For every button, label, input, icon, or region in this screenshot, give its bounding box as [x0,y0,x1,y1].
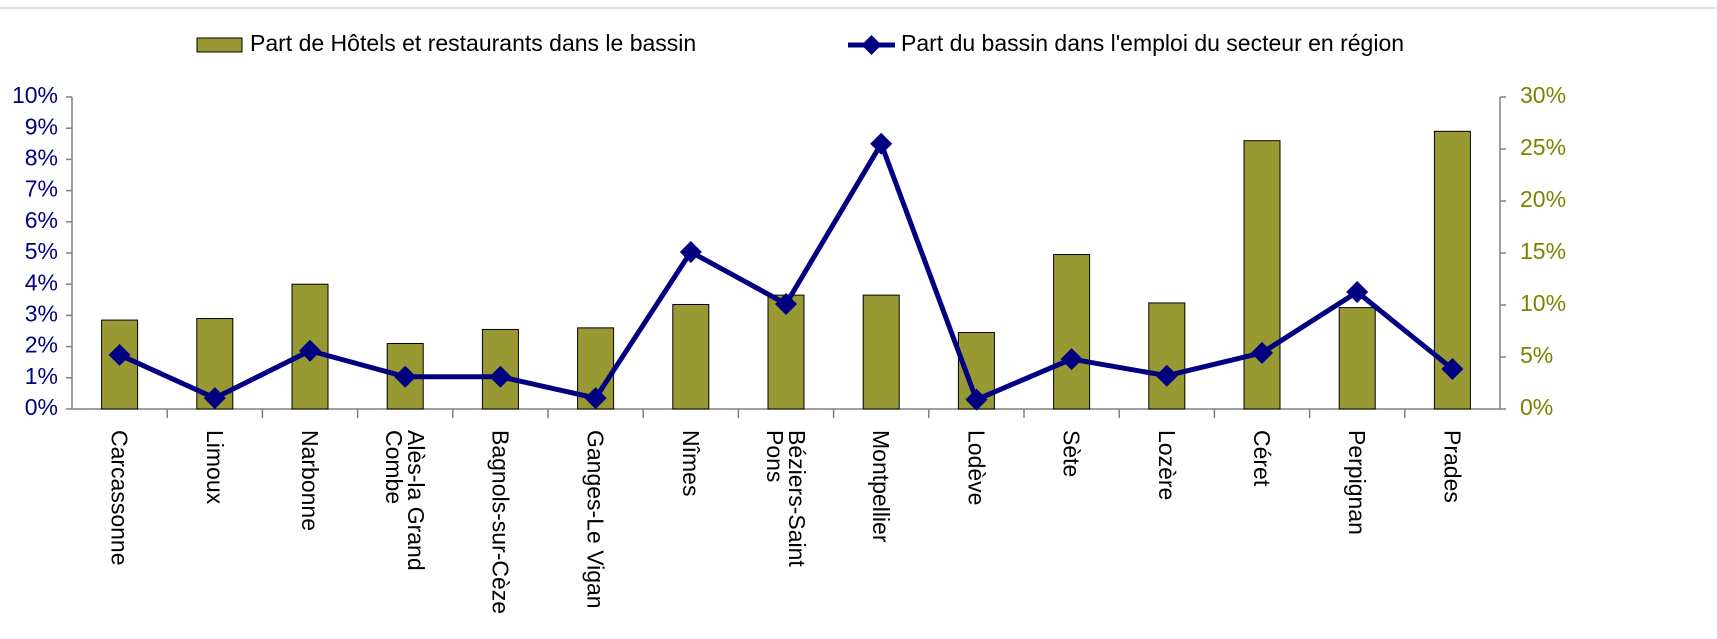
y-tick-label: 0% [25,394,58,420]
line-marker [1441,357,1464,380]
line-marker [1060,348,1083,371]
bar [1053,254,1091,410]
x-tick-label: Céret [1249,430,1275,487]
line-marker [489,365,512,388]
x-tick-label: Ganges-Le Vigan [582,430,609,609]
line-marker [679,240,702,263]
line-marker [108,343,131,366]
x-tick-label: Narbonne [297,430,323,532]
legend-swatch [196,37,243,53]
y-tick-label: 3% [25,300,58,326]
x-tick-label: Sète [1058,430,1085,478]
bar [672,303,710,410]
bar [1243,140,1281,410]
x-tick-label: Alès-la Grand Combe [381,430,430,571]
y-tick-label: 4% [25,269,58,295]
x-tick-label: Limoux [201,430,228,505]
line-marker [203,387,226,410]
x-tick-label: Montpellier [868,430,895,543]
y-tick-label: 10% [12,82,58,108]
y2-tick-label: 5% [1520,342,1553,368]
bar [1338,307,1376,410]
line-marker [299,339,321,362]
legend-marker [861,35,882,55]
y2-tick-label: 25% [1520,134,1566,160]
y-tick-label: 2% [25,332,58,358]
y2-tick-label: 30% [1520,82,1566,108]
x-tick-label: Perpignan [1344,430,1371,535]
line-marker [1346,281,1369,303]
x-tick-label: Lozère [1153,430,1180,501]
y2-tick-label: 20% [1520,186,1566,212]
x-tick-label: Nîmes [677,430,704,497]
y-tick-label: 6% [25,207,58,233]
line-marker [1155,364,1178,387]
legend-label: Part de Hôtels et restaurants dans le ba… [250,30,696,56]
line-marker [394,365,417,388]
line-marker [584,387,607,410]
x-tick-label: Béziers-Saint Pons [762,430,810,567]
y2-tick-label: 0% [1520,394,1553,420]
y2-tick-label: 10% [1520,290,1566,316]
x-tick-label: Prades [1439,430,1466,503]
x-tick-label: Bagnols-sur-Cèze [487,430,514,615]
bar [862,294,900,410]
x-tick-label: Lodève [963,430,990,506]
x-tick-label: Carcassonne [106,430,133,566]
line-marker [870,132,893,155]
bar [1148,302,1186,410]
line-marker [775,292,797,315]
line-marker [965,388,988,411]
y-tick-label: 8% [25,144,58,170]
y2-tick-label: 15% [1520,238,1566,264]
y-tick-label: 5% [25,238,58,264]
y-tick-label: 7% [25,176,58,202]
y-tick-label: 1% [25,363,58,389]
line-marker [1251,341,1273,364]
y-tick-label: 9% [25,113,58,139]
legend-label: Part du bassin dans l'emploi du secteur … [901,30,1404,56]
